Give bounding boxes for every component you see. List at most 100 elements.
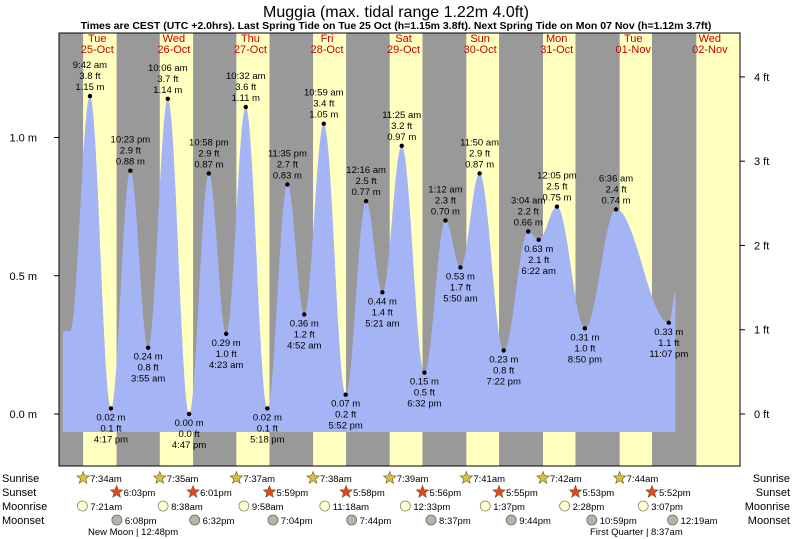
sunrise-icon bbox=[229, 470, 244, 484]
tide-labels: 9:42 am3.8 ft1.15 m0.02 m0.1 ft4:17 pm10… bbox=[73, 60, 689, 451]
tide-point bbox=[165, 96, 171, 101]
moonrise-time: 8:38am bbox=[171, 502, 203, 513]
tide-ft-label: 2.7 ft bbox=[277, 160, 298, 171]
day-date-label: 29-Oct bbox=[387, 44, 420, 56]
day-name-label: Fri bbox=[321, 33, 334, 45]
y-right-tick-label: 1 ft bbox=[754, 325, 769, 337]
tide-ft-label: 1.7 ft bbox=[450, 282, 471, 293]
y-left-tick-label: 1.0 m bbox=[9, 133, 37, 145]
tide-ft-label: 3.8 ft bbox=[79, 71, 100, 82]
tide-ft-label: 3.7 ft bbox=[157, 74, 178, 85]
tide-time-label: 4:47 pm bbox=[172, 440, 206, 451]
tide-curve bbox=[62, 96, 676, 432]
tide-m-label: 0.53 m bbox=[446, 271, 475, 282]
tide-point bbox=[285, 182, 290, 187]
moonset-icon bbox=[346, 514, 358, 526]
moonrise-time: 3:07pm bbox=[651, 502, 683, 513]
sunrise-icon bbox=[382, 470, 397, 484]
tide-m-label: 0.87 m bbox=[194, 159, 223, 170]
tide-point bbox=[128, 168, 133, 173]
sunrise-icon bbox=[306, 470, 320, 484]
moonrise-time: 2:28pm bbox=[573, 502, 605, 513]
tide-time-label: 11:50 am bbox=[460, 137, 499, 148]
tide-point bbox=[363, 198, 369, 204]
tide-time-label: 6:36 am bbox=[599, 173, 633, 184]
tide-m-label: 0.70 m bbox=[431, 206, 460, 217]
day-name-label: Wed bbox=[163, 33, 185, 45]
moonrise-time: 7:21am bbox=[90, 502, 122, 513]
tide-m-label: 0.02 m bbox=[253, 412, 282, 423]
tide-ft-label: 2.1 ft bbox=[528, 255, 549, 266]
tide-time-label: 11:25 am bbox=[382, 110, 421, 121]
day-date-label: 27-Oct bbox=[234, 44, 267, 56]
tide-point bbox=[321, 121, 326, 126]
tide-time-label: 1:12 am bbox=[428, 184, 462, 195]
tide-m-label: 0.33 m bbox=[654, 327, 683, 338]
sunset-time: 5:55pm bbox=[506, 488, 538, 499]
row-label-right: Sunset bbox=[756, 487, 790, 499]
tide-m-label: 0.00 m bbox=[175, 418, 204, 429]
tide-time-label: 5:18 pm bbox=[250, 434, 284, 445]
tide-time-label: 4:17 pm bbox=[94, 434, 128, 445]
moonset-icon bbox=[667, 514, 678, 526]
moonrise-icon bbox=[637, 500, 649, 512]
tide-time-label: 10:23 pm bbox=[111, 135, 151, 146]
tide-time-label: 5:21 am bbox=[365, 318, 399, 329]
tide-m-label: 1.05 m bbox=[309, 110, 338, 121]
tide-ft-label: 1.1 ft bbox=[658, 338, 679, 349]
tide-point bbox=[526, 229, 531, 234]
tide-m-label: 0.97 m bbox=[387, 132, 416, 143]
sunset-icon bbox=[645, 484, 659, 498]
tide-m-label: 0.87 m bbox=[465, 159, 494, 170]
tide-ft-label: 3.6 ft bbox=[235, 82, 256, 93]
tide-m-label: 0.66 m bbox=[514, 218, 543, 229]
moonset-time: 10:59pm bbox=[600, 516, 637, 527]
day-name-label: Sat bbox=[395, 33, 412, 45]
y-left-tick-label: 0.5 m bbox=[9, 271, 37, 283]
sunset-icon bbox=[109, 484, 124, 498]
tide-m-label: 0.29 m bbox=[212, 338, 241, 349]
day-name-label: Thu bbox=[241, 33, 260, 45]
tide-point bbox=[223, 331, 229, 337]
moonset-icon bbox=[425, 514, 437, 526]
tide-time-label: 10:06 am bbox=[148, 63, 188, 74]
day-name-label: Tue bbox=[88, 33, 107, 45]
sunrise-icon bbox=[76, 470, 91, 484]
tide-point bbox=[501, 348, 506, 353]
sunrise-time: 7:34am bbox=[90, 474, 122, 485]
tide-m-label: 0.31 m bbox=[570, 332, 599, 343]
tide-point bbox=[145, 345, 151, 350]
sunset-icon bbox=[568, 484, 583, 498]
tide-m-label: 0.02 m bbox=[96, 412, 125, 423]
tide-m-label: 1.11 m bbox=[232, 93, 260, 104]
tide-ft-label: 0.0 ft bbox=[179, 429, 200, 440]
sunrise-time: 7:39am bbox=[397, 474, 429, 485]
day-labels: Tue25-OctWed26-OctThu27-OctFri28-OctSat2… bbox=[81, 33, 728, 56]
tide-point bbox=[206, 171, 212, 176]
row-label-left: Sunrise bbox=[2, 473, 39, 485]
sunrise-icon bbox=[152, 470, 167, 484]
moonset-time: 12:19am bbox=[681, 516, 718, 527]
axes: 0.0 m 0.5 m 1.0 m 0 ft 1 ft 2 ft 3 ft 4 ft bbox=[9, 32, 769, 467]
tide-m-label: 1.15 m bbox=[75, 82, 104, 93]
tide-m-label: 0.77 m bbox=[352, 187, 381, 198]
sunrise-time: 7:44am bbox=[627, 474, 659, 485]
tide-ft-label: 0.5 ft bbox=[414, 388, 435, 399]
sunset-icon bbox=[492, 484, 506, 498]
tide-m-label: 1.14 m bbox=[153, 85, 182, 96]
sunrise-icon bbox=[459, 470, 474, 484]
tide-ft-label: 1.0 ft bbox=[574, 343, 595, 354]
sunrise-icon bbox=[612, 470, 627, 484]
tide-ft-label: 1.4 ft bbox=[372, 307, 393, 318]
tide-time-label: 3:55 am bbox=[131, 374, 165, 385]
row-label-right: Sunrise bbox=[753, 473, 790, 485]
moonset-time: 8:37pm bbox=[439, 516, 471, 527]
moonrise-icon bbox=[157, 500, 169, 512]
tide-time-label: 12:05 pm bbox=[537, 171, 577, 182]
tide-time-label: 4:23 am bbox=[209, 360, 243, 371]
y-right-tick-label: 0 ft bbox=[754, 409, 769, 421]
y-right-tick-label: 2 ft bbox=[754, 240, 769, 252]
moonset-icon bbox=[189, 514, 201, 526]
row-label-left: Sunset bbox=[2, 487, 36, 499]
